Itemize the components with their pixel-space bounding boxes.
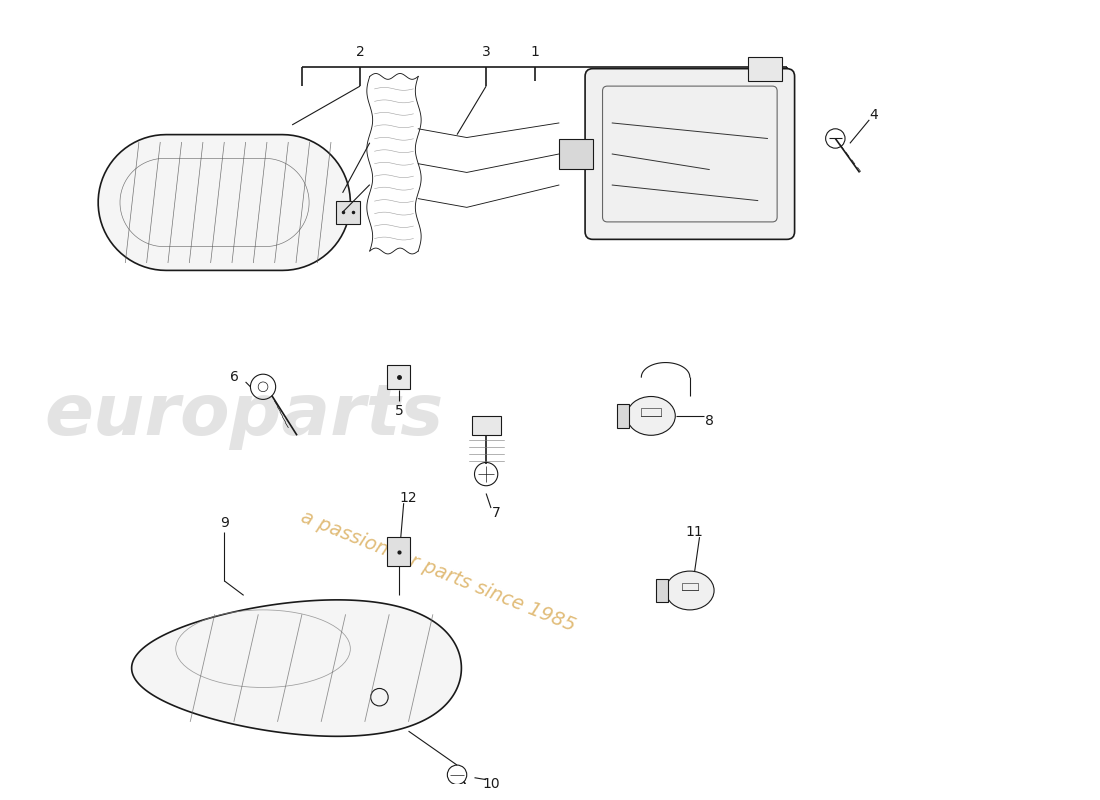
FancyBboxPatch shape xyxy=(585,69,794,239)
Ellipse shape xyxy=(627,397,675,435)
Bar xyxy=(387,366,410,389)
Text: a passion for parts since 1985: a passion for parts since 1985 xyxy=(298,507,578,635)
Text: 7: 7 xyxy=(492,506,500,520)
Text: 10: 10 xyxy=(482,778,499,791)
Bar xyxy=(656,579,668,602)
Text: 2: 2 xyxy=(355,45,364,59)
Polygon shape xyxy=(132,600,461,736)
Text: 12: 12 xyxy=(399,491,417,506)
Ellipse shape xyxy=(666,571,714,610)
Text: 6: 6 xyxy=(230,370,239,384)
Bar xyxy=(336,201,360,224)
Text: 9: 9 xyxy=(220,515,229,530)
Text: 3: 3 xyxy=(482,45,491,59)
Bar xyxy=(617,404,629,427)
Text: 1: 1 xyxy=(530,45,539,59)
Bar xyxy=(472,416,500,435)
Bar xyxy=(748,57,782,82)
Bar xyxy=(559,139,593,169)
Polygon shape xyxy=(98,134,350,270)
Text: 5: 5 xyxy=(395,404,404,418)
Text: 8: 8 xyxy=(705,414,714,428)
Text: europarts: europarts xyxy=(44,382,443,450)
Bar xyxy=(387,537,410,566)
Text: 4: 4 xyxy=(870,108,879,122)
Text: 11: 11 xyxy=(685,526,704,539)
